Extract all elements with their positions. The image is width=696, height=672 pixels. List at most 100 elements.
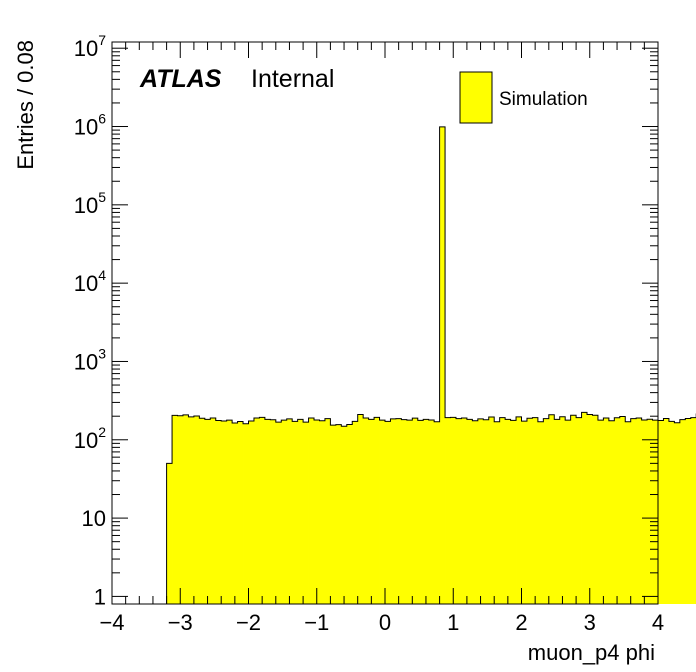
histogram-bin — [385, 421, 391, 604]
x-tick-label: 2 — [515, 610, 527, 635]
histogram-bin — [357, 414, 364, 604]
histogram-bin — [264, 419, 271, 604]
histogram-bin — [663, 418, 670, 604]
histogram-bin — [363, 417, 370, 604]
histogram-bin — [554, 419, 561, 604]
histogram-bin — [576, 417, 582, 604]
histogram-bin — [668, 421, 675, 604]
histogram-bin — [417, 420, 424, 604]
histogram-bin — [188, 416, 195, 604]
histogram-bin — [412, 418, 419, 604]
x-tick-label: 0 — [379, 610, 391, 635]
histogram-bin — [510, 420, 517, 604]
histogram-bin — [439, 126, 446, 605]
histogram-bin — [581, 412, 588, 604]
x-axis-ticks: −4 −3 −2 −1 0 1 2 3 4 — [99, 42, 664, 635]
histogram-bin — [406, 420, 413, 604]
histogram-bin — [281, 420, 288, 604]
y-tick-label: 104 — [74, 267, 106, 296]
x-tick-label: 3 — [584, 610, 596, 635]
histogram-bin — [204, 419, 211, 604]
histogram-bin — [445, 417, 451, 604]
histogram-bin — [182, 414, 189, 604]
x-tick-label: −1 — [304, 610, 329, 635]
histogram-bin — [286, 418, 293, 604]
histogram-bin — [455, 418, 462, 604]
histogram-bin — [543, 418, 550, 604]
y-tick-label: 1 — [94, 584, 106, 609]
histogram-bin — [177, 415, 184, 604]
histogram-bin — [461, 417, 468, 604]
histogram-bin — [647, 419, 653, 604]
histogram-bin — [559, 416, 566, 604]
histogram-bin — [368, 419, 375, 604]
histogram-bin — [335, 424, 342, 604]
histogram-bin — [679, 419, 686, 604]
atlas-label-bold: ATLAS — [139, 65, 222, 93]
x-axis-title: muon_p4 phi — [528, 640, 655, 665]
histogram-bin — [253, 417, 260, 604]
histogram-outline — [166, 126, 696, 604]
histogram-bin — [259, 417, 266, 604]
histogram-bin — [330, 425, 337, 604]
histogram-bin — [483, 419, 490, 604]
histogram-bin — [565, 420, 572, 604]
histogram-bin — [237, 421, 244, 604]
y-tick-label: 102 — [74, 424, 106, 453]
histogram-bin — [537, 421, 544, 604]
histogram-bin — [532, 417, 539, 604]
histogram-bin — [275, 422, 282, 604]
histogram-bin — [352, 421, 359, 604]
histogram-bin — [314, 419, 320, 604]
y-tick-label: 106 — [74, 111, 106, 140]
histogram-bin — [401, 419, 408, 604]
y-tick-label: 103 — [74, 345, 106, 374]
histogram-bin — [166, 463, 173, 604]
histogram-bin — [652, 420, 659, 604]
histogram-bin — [308, 417, 315, 604]
histogram-bin — [608, 420, 615, 604]
histogram-bin — [297, 419, 304, 604]
histogram-bin — [172, 415, 178, 604]
histogram-bin — [292, 421, 299, 604]
histogram-bin — [226, 420, 233, 604]
histogram-bin — [641, 419, 648, 604]
histogram-bin — [466, 419, 473, 604]
histogram-bin — [199, 418, 206, 604]
histogram-bin — [685, 418, 692, 604]
legend-swatch — [459, 71, 493, 124]
legend-entry-simulation: Simulation — [499, 89, 588, 110]
histogram-bin — [215, 420, 222, 604]
histogram-bin — [319, 420, 326, 604]
histogram-bin — [270, 419, 277, 604]
histogram-bin — [603, 417, 610, 604]
y-tick-label: 10 — [82, 506, 106, 531]
histogram-bin — [341, 426, 348, 604]
histogram-bin — [193, 416, 200, 604]
histogram-bin — [505, 419, 511, 604]
histogram-bin — [346, 424, 353, 604]
histogram-bin — [570, 415, 577, 604]
histogram-bin — [658, 420, 664, 604]
x-tick-label: −3 — [168, 610, 193, 635]
histogram-bin — [434, 421, 440, 604]
histogram-bin — [674, 422, 681, 604]
atlas-label-status: Internal — [251, 65, 334, 93]
histogram-bin — [221, 420, 228, 604]
y-axis-title: Entries / 0.08 — [13, 40, 38, 170]
histogram-bin — [548, 414, 555, 604]
histogram-bin — [423, 419, 430, 604]
x-tick-label: 4 — [652, 610, 664, 635]
histogram-bin — [395, 418, 402, 604]
histogram-bin — [592, 415, 599, 604]
histogram-bin — [303, 422, 309, 604]
histogram-bin — [243, 423, 249, 604]
histogram-bin — [494, 421, 501, 604]
histogram-bin — [521, 421, 528, 604]
histogram-bin — [472, 420, 479, 604]
y-tick-label: 105 — [74, 189, 106, 218]
histogram-bin — [210, 417, 217, 604]
histogram-bin — [630, 418, 637, 604]
histogram-bin — [324, 418, 331, 604]
